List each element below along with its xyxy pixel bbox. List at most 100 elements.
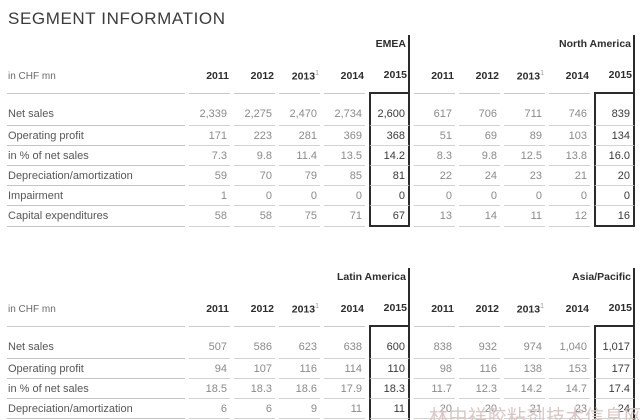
value-cell: 12.3 [459,379,500,399]
table-row: Depreciation/amortization 6 6 9 11 11 20 20 21 23… [7,399,635,419]
value-cell: 11 [369,399,410,419]
year-cell: 2012 [459,284,500,327]
value-cell: 17.9 [324,379,365,399]
year-label: 2014 [340,303,364,315]
spacer-cell [459,35,500,51]
spacer-cell [504,35,545,51]
value-cell: 24 [459,166,500,186]
group-label-cell: North America [559,35,635,51]
value-cell: 70 [234,166,275,186]
spacer-cell [414,35,455,51]
value-cell: 20 [414,399,455,419]
spacer-cell [189,268,230,284]
spacer-cell [7,35,185,51]
group-label-row: EMEA North America [7,35,635,51]
value-cell: 2,734 [324,94,365,126]
value-cell: 98 [414,359,455,379]
page-title: SEGMENT INFORMATION [8,9,226,28]
segment-block-latin-america-asia-pacific: Latin America Asia/Pacific in CHF mn 2011 20… [3,268,640,420]
value-cell: 114 [324,359,365,379]
segment-table-emea-north-america: EMEA North America in CHF mn 2011 2012 20131 2… [3,35,639,227]
value-cell: 85 [324,166,365,186]
value-cell: 18.3 [234,379,275,399]
year-label: 2012 [250,303,274,315]
value-cell: 746 [549,94,590,126]
year-cell: 2014 [324,51,365,94]
footnote-marker: 1 [540,69,544,77]
row-label: Net sales [7,327,185,359]
year-label: 2012 [250,70,274,82]
value-cell: 14 [459,206,500,227]
segment-block-emea-north-america: EMEA North America in CHF mn 2011 2012 20131 2… [3,35,640,227]
group-label-row: Latin America Asia/Pacific [7,268,635,284]
value-cell: 6 [189,399,230,419]
group-label-cell: Asia/Pacific [572,268,635,284]
value-cell: 7.3 [189,146,230,166]
value-cell: 0 [414,186,455,206]
value-cell: 11.4 [279,146,320,166]
value-cell: 838 [414,327,455,359]
spacer-cell [279,35,320,51]
spacer-cell [279,268,320,284]
year-label: 2013 [516,303,541,315]
spacer-cell [7,268,185,284]
footnote-marker: 1 [540,302,544,310]
value-cell: 2,600 [369,94,410,126]
value-cell: 0 [279,186,320,206]
value-cell: 2,275 [234,94,275,126]
row-label: Depreciation/amortization [7,166,185,186]
value-cell: 0 [369,186,410,206]
value-cell: 14.2 [504,379,545,399]
value-cell: 94 [189,359,230,379]
spacer-cell [234,35,275,51]
value-cell: 0 [549,186,590,206]
value-cell: 21 [549,166,590,186]
value-cell: 711 [504,94,545,126]
value-cell: 69 [459,126,500,146]
row-label: Operating profit [7,359,185,379]
value-cell: 21 [504,399,545,419]
year-cell: 2014 [549,51,590,94]
value-cell: 600 [369,327,410,359]
value-cell: 24 [594,399,635,419]
value-cell: 23 [549,399,590,419]
group-name: North America [559,38,631,50]
group-label-cell: Latin America [337,268,410,284]
value-cell: 89 [504,126,545,146]
value-cell: 138 [504,359,545,379]
value-cell: 368 [369,126,410,146]
year-label: 2014 [565,70,589,82]
value-cell: 706 [459,94,500,126]
year-cell: 2011 [414,51,455,94]
value-cell: 2,470 [279,94,320,126]
spacer-cell [324,35,365,51]
table-row: Operating profit 94 107 116 114 110 98 116 138 15… [7,359,635,379]
value-cell: 79 [279,166,320,186]
value-cell: 18.6 [279,379,320,399]
value-cell: 1,040 [549,327,590,359]
group-name: Asia/Pacific [572,271,631,283]
year-cell: 2014 [324,284,365,327]
spacer-cell [459,268,500,284]
value-cell: 18.5 [189,379,230,399]
value-cell: 974 [504,327,545,359]
year-cell: 20131 [279,284,320,327]
footnote-marker: 1 [315,302,319,310]
value-cell: 177 [594,359,635,379]
year-cell: 2012 [234,284,275,327]
value-cell: 110 [369,359,410,379]
value-cell: 9 [279,399,320,419]
value-cell: 116 [459,359,500,379]
table-row: in % of net sales 7.3 9.8 11.4 13.5 14.2 8.3 9.… [7,146,635,166]
year-label: 2014 [340,70,364,82]
value-cell: 71 [324,206,365,227]
value-cell: 623 [279,327,320,359]
table-row: Depreciation/amortization 59 70 79 85 81 22 24 2… [7,166,635,186]
year-label: 2011 [206,70,229,82]
table-row: Capital expenditures 58 58 75 71 67 13 14 11 12 16 [7,206,635,227]
value-cell: 0 [234,186,275,206]
value-cell: 58 [234,206,275,227]
value-cell: 20 [594,166,635,186]
group-name: Latin America [336,271,406,283]
group-label-cell: EMEA [369,35,410,51]
